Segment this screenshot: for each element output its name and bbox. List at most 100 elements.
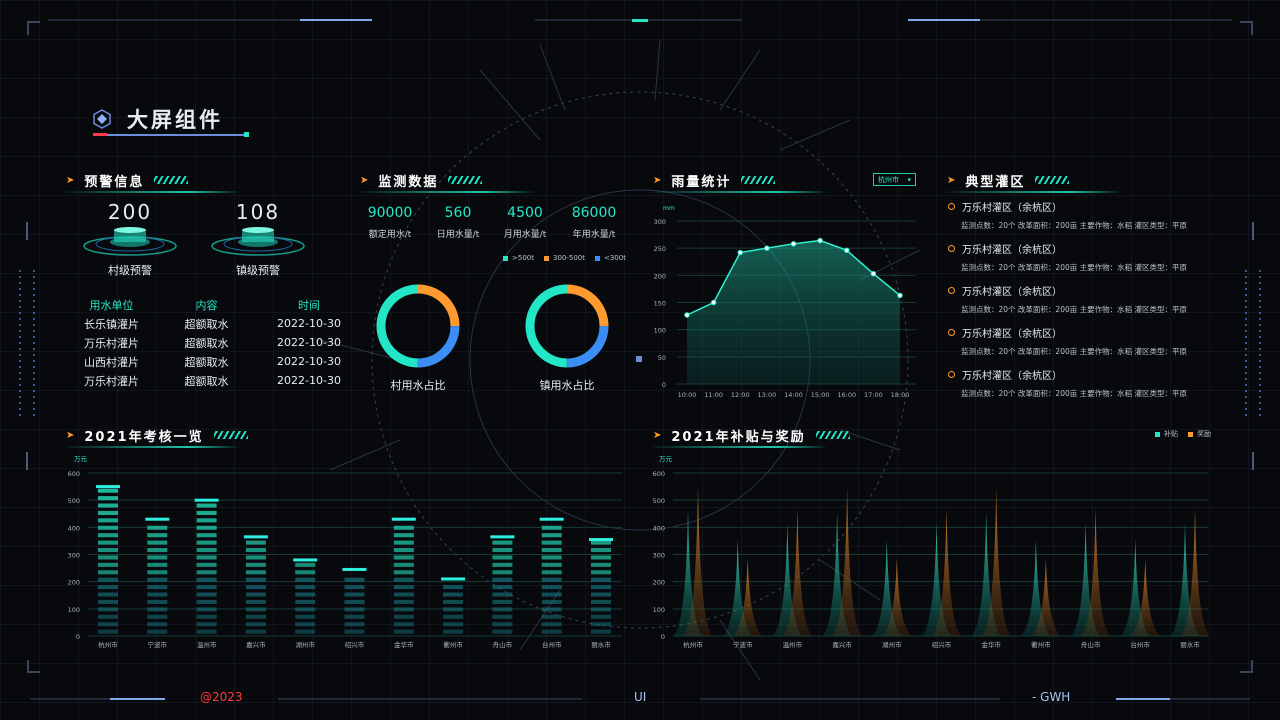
corner-bottom-right [1240,660,1253,673]
bar-segment [492,562,513,567]
data-point [737,249,743,256]
irrigation-name: 万乐村灌区（余杭区） [962,203,1062,214]
x-tick-label: 13:00 [758,391,777,399]
y-tick-label: 250 [654,245,666,253]
x-tick-label: 杭州市 [683,640,703,649]
column-header: 用水单位 [89,298,134,312]
bar-segment [393,599,414,604]
y-axis-unit: mm [663,205,675,212]
bar-segment [393,525,414,530]
donut-label: 村用水占比 [390,379,446,392]
bar-segment [393,548,414,553]
donut-segment [376,284,460,368]
bar-segment [591,555,611,560]
caret-down-icon: ▾ [907,175,911,184]
irrigation-item[interactable]: 万乐村灌区（余杭区） 监测点数：20个 改革面积：200亩 主要作物：水稻 灌区类… [948,241,1228,283]
irrigation-item[interactable]: 万乐村灌区（余杭区） 监测点数：20个 改革面积：200亩 主要作物：水稻 灌区类… [948,325,1228,367]
bar-segment [98,548,118,553]
bar-segment [245,570,266,575]
arrow-icon: ➤ [653,429,664,441]
corner-bottom-left [27,660,40,673]
arrow-icon: ➤ [653,174,664,186]
stat-item: 560 日用水量/t [418,205,498,240]
donut-segment [525,284,609,368]
irrigation-item[interactable]: 万乐村灌区（余杭区） 监测点数：20个 改革面积：200亩 主要作物：水稻 灌区类… [948,199,1228,241]
y-axis-unit: 万元 [74,455,88,463]
town-warning-label: 镇级预警 [236,264,280,277]
arrow-icon: ➤ [66,429,77,441]
town-warning-count: 108 [235,200,281,224]
bar-segment [393,585,414,590]
subsidy-spike [871,539,902,636]
x-tick-label: 11:00 [704,391,723,399]
bar [391,517,416,634]
table-row: 山西村灌片 超额取水 2022-10-30 [64,352,364,371]
bar-segment [98,577,118,582]
stripe-deco [815,431,850,439]
bar-segment [344,622,365,627]
legend-item: 奖励 [1188,429,1211,439]
bar-cap [490,535,515,539]
bar-segment [541,599,562,604]
y-tick-label: 100 [653,606,665,614]
bar-segment [492,570,513,575]
stat-item: 90000 额定用水/t [350,205,430,240]
y-tick-label: 300 [68,552,80,560]
bar-segment [196,622,217,627]
table-row: 万乐村灌片 超额取水 2022-10-30 [64,371,364,390]
bar-segment [492,629,513,634]
center-marker [636,356,642,362]
table-cell: 超额取水 [184,317,229,331]
city-dropdown[interactable]: 杭州市 ▾ [873,173,916,186]
bar-segment [147,570,168,575]
y-tick-label: 200 [68,579,80,587]
bar-segment [98,525,118,530]
bar-segment [393,570,414,575]
bar [441,577,466,634]
bar-segment [98,533,118,538]
top-center-marker [632,19,648,22]
bar-segment [196,518,217,523]
panel-title-rain: ➤ 雨量统计 [653,170,828,193]
bar-segment [98,510,118,515]
bar-segment [98,496,118,501]
irrigation-detail: 监测点数：20个 改革面积：200亩 主要作物：水稻 灌区类型：平原 [961,347,1188,356]
x-tick-label: 12:00 [731,391,750,399]
y-tick-label: 0 [662,381,666,389]
bar-cap [145,517,170,521]
village-warning-label: 村级预警 [108,264,152,277]
stripe-deco [213,431,248,439]
data-point [710,299,717,306]
bar-segment [147,562,168,567]
bar-cap [391,517,416,521]
bar-segment [98,555,118,560]
town-warning: 108 镇级预警 [208,200,308,278]
bar-segment [541,592,562,597]
x-tick-label: 温州市 [783,640,803,649]
y-tick-label: 200 [654,272,666,280]
bar [194,498,219,634]
bar-segment [591,577,611,582]
y-tick-label: 100 [654,327,666,335]
corner-top-right [1240,21,1253,35]
bar-segment [147,592,168,597]
stat-item: 4500 月用水量/t [485,205,565,240]
bar-segment [591,599,611,604]
bar-segment [245,562,266,567]
bar-segment [591,607,611,612]
legend-item: >500t [503,254,534,262]
data-point [844,247,850,254]
stripe-deco [1035,176,1070,184]
reward-spike [832,487,863,636]
irrigation-item[interactable]: 万乐村灌区（余杭区） 监测点数：20个 改革面积：200亩 主要作物：水稻 灌区类… [948,367,1228,409]
bar-segment [591,548,611,553]
x-tick-label: 舟山市 [1081,640,1101,649]
table-cell: 超额取水 [184,355,229,369]
irrigation-item[interactable]: 万乐村灌区（余杭区） 监测点数：20个 改革面积：200亩 主要作物：水稻 灌区类… [948,283,1228,325]
y-tick-label: 300 [653,552,665,560]
bar-segment [591,592,611,597]
bar-segment [344,607,365,612]
page-header: 大屏组件 [93,104,223,134]
subsidy-spike [971,512,1002,636]
bar-cap [589,538,613,542]
